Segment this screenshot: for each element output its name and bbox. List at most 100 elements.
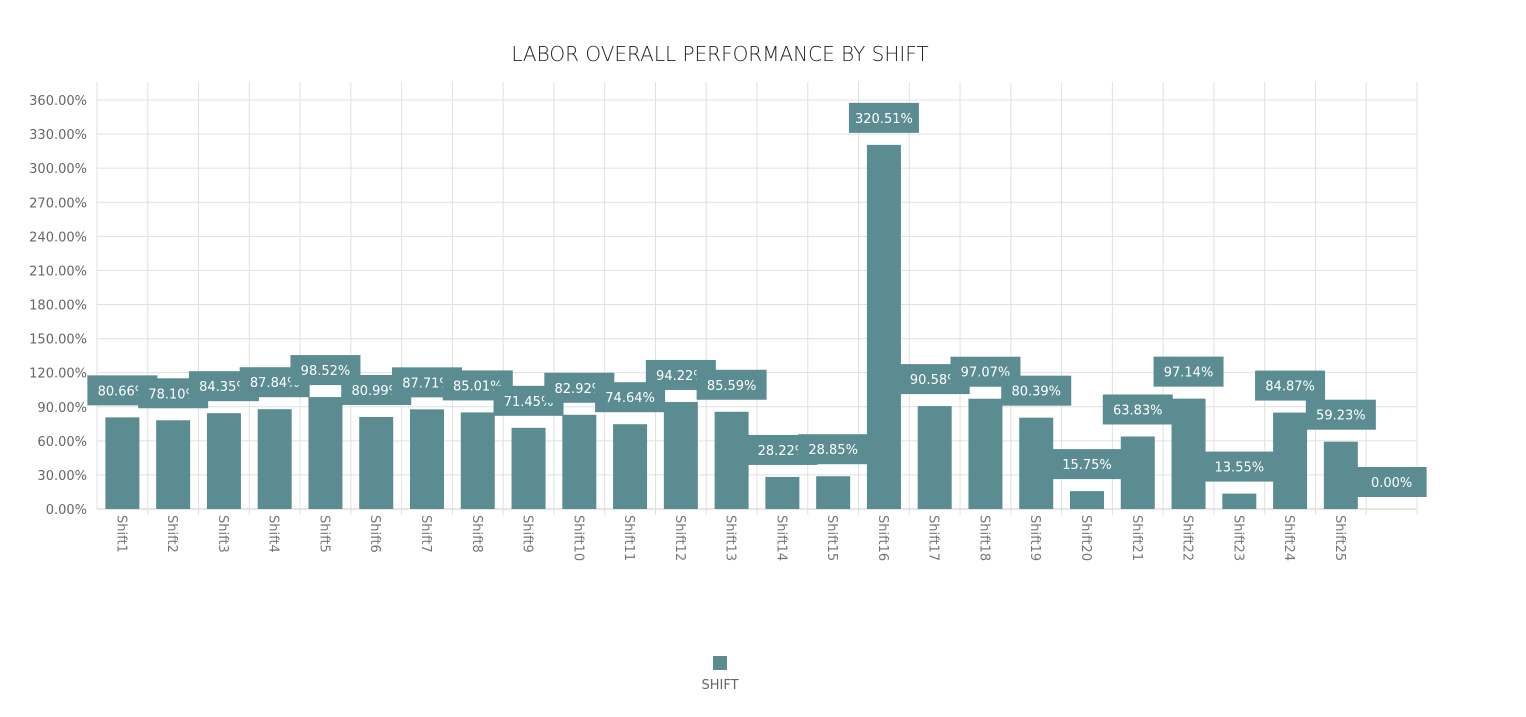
legend-label: SHIFT [701,678,739,693]
data-label-box [1153,356,1224,387]
bar [460,412,495,509]
x-tick-label: Shift18 [976,515,991,561]
x-tick-label: Shift3 [215,515,230,553]
y-tick-label: 30.00% [37,469,87,484]
bar [308,397,343,509]
x-tick-label: Shift16 [875,515,890,561]
data-label: 80.39% [1011,385,1061,400]
data-label: 84.87% [1265,380,1315,395]
data-label: 80.66% [98,384,148,399]
y-tick-label: 300.00% [29,162,87,177]
bar-chart: 0.00% 30.00% 60.00% 90.00% 120.00% 150.00% 180… [29,82,1427,561]
x-tick-label: Shift24 [1281,515,1296,561]
bar [206,413,241,509]
data-label: 28.22% [758,444,808,459]
x-tick-label: Shift19 [1027,515,1042,561]
data-label: 80.99% [351,384,401,399]
data-label: 97.14% [1164,366,1214,381]
bar [663,401,698,509]
x-tick-label: Shift8 [469,515,484,553]
data-label: 0.00% [1371,476,1412,491]
legend-swatch [713,656,727,670]
bar [1171,398,1206,509]
data-label: 320.51% [855,112,913,127]
data-label: 74.64% [605,391,655,406]
bar [511,427,546,509]
y-tick-label: 210.00% [29,264,87,279]
x-tick-label: Shift25 [1332,515,1347,561]
data-label-box [1255,370,1326,401]
bar [714,411,749,509]
bar [866,144,901,509]
y-tick-label: 180.00% [29,299,87,314]
bar [562,414,597,509]
y-tick-label: 270.00% [29,196,87,211]
x-tick-label: Shift4 [266,515,281,553]
data-label-box [1102,394,1173,425]
x-tick-label: Shift1 [113,515,128,553]
data-label-box [1204,451,1275,482]
x-tick-label: Shift11 [621,515,636,561]
bar [1222,493,1257,509]
bar [1273,412,1308,509]
data-label: 90.58% [910,373,960,388]
bar [613,424,648,509]
x-tick-label: Shift22 [1180,515,1195,561]
bar [1070,491,1104,509]
data-label: 84.35% [199,380,249,395]
bar [105,417,140,509]
bar [816,476,851,509]
y-tick-label: 90.00% [37,401,87,416]
x-tick-label: Shift9 [520,515,535,553]
bar [968,398,1003,509]
x-tick-label: Shift5 [316,515,331,553]
data-label: 85.01% [453,379,503,394]
data-label: 94.22% [656,369,706,384]
data-label: 82.92% [555,382,605,397]
data-label: 87.84% [250,376,300,391]
y-tick-label: 60.00% [37,435,87,450]
bar [765,476,800,509]
x-tick-label: Shift15 [824,515,839,561]
data-label: 71.45% [504,395,554,410]
y-tick-label: 150.00% [29,333,87,348]
x-tick-label: Shift17 [926,515,941,561]
legend[interactable]: SHIFT [690,655,750,693]
data-label-box [1305,399,1376,430]
x-tick-label: Shift12 [672,515,687,561]
data-label: 85.59% [707,379,757,394]
chart-title: LABOR OVERALL PERFORMANCE BY SHIFT [511,42,929,66]
x-tick-label: Shift21 [1129,515,1144,561]
bar [156,420,191,509]
data-label: 28.85% [808,443,858,458]
data-label: 97.07% [961,366,1011,381]
data-label: 98.52% [301,364,351,379]
data-label: 63.83% [1113,403,1163,418]
data-label-box [1052,449,1122,480]
data-label-box [798,434,869,465]
x-tick-label: Shift14 [773,515,788,561]
x-tick-label: Shift6 [367,515,382,553]
x-tick-label: Shift10 [570,515,585,561]
bar [359,416,394,509]
data-label: 87.71% [402,376,452,391]
x-tick-label: Shift2 [164,515,179,553]
data-label-box [1356,467,1427,497]
data-label: 59.23% [1316,409,1366,424]
y-tick-label: 120.00% [29,367,87,382]
bar [257,409,292,509]
y-tick-label: 360.00% [29,94,87,109]
x-tick-label: Shift7 [418,515,433,553]
bar [1120,436,1155,509]
x-tick-label: Shift23 [1230,515,1245,561]
y-tick-label: 0.00% [46,503,87,518]
data-label: 78.10% [148,387,198,402]
y-tick-label: 330.00% [29,128,87,143]
x-tick-label: Shift13 [723,515,738,561]
bar [1323,441,1358,509]
data-label: 13.55% [1215,461,1265,476]
y-tick-label: 240.00% [29,230,87,245]
bar [917,406,952,509]
data-label: 15.75% [1062,458,1112,473]
data-label-box [848,102,919,133]
